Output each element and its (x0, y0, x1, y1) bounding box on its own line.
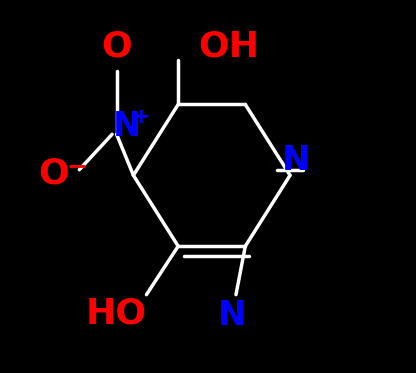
Text: HO: HO (86, 296, 147, 330)
Text: +: + (131, 107, 150, 128)
Text: OH: OH (198, 29, 259, 64)
Text: O: O (101, 29, 132, 64)
Text: N: N (218, 299, 246, 332)
Text: O: O (38, 156, 69, 191)
Text: N: N (113, 110, 141, 143)
Text: −: − (66, 154, 87, 178)
Text: N: N (282, 144, 310, 177)
